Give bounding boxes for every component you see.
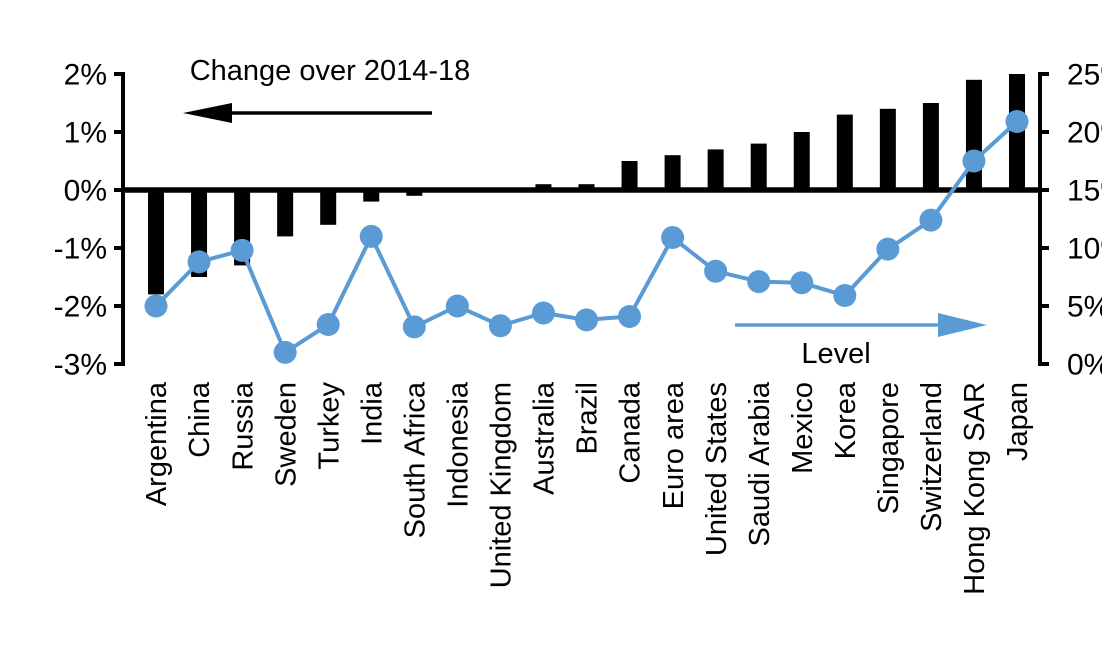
level-marker-china: [187, 250, 211, 274]
bar-united-states: [707, 149, 724, 190]
category-label-south-africa: South Africa: [399, 381, 431, 538]
level-marker-indonesia: [445, 294, 469, 318]
category-label-brazil: Brazil: [572, 382, 604, 455]
level-series-label: Level: [801, 338, 870, 370]
category-label-switzerland: Switzerland: [916, 382, 948, 532]
category-label-russia: Russia: [227, 381, 259, 471]
category-label-sweden: Sweden: [270, 382, 302, 487]
left-axis-tick-label: -2%: [54, 291, 107, 324]
right-axis-tick-label: 10%: [1067, 233, 1102, 266]
combo-chart-figure: 2% 1% 0% -1% -2% -3% 25% 20% 15% 10% 5% 0% Argentina…: [40, 16, 1102, 635]
level-marker-argentina: [144, 294, 168, 318]
category-label-japan: Japan: [1002, 382, 1034, 461]
level-marker-brazil: [575, 308, 598, 332]
category-label-canada: Canada: [615, 381, 647, 483]
right-arrow-icon: [938, 313, 987, 337]
right-axis-tick-label: 15%: [1067, 175, 1102, 208]
level-marker-turkey: [316, 313, 340, 337]
level-annotation: Level: [735, 313, 987, 370]
bar-singapore: [879, 108, 896, 190]
level-marker-japan: [1005, 110, 1029, 134]
right-axis: 25% 20% 15% 10% 5% 0%: [1038, 59, 1102, 382]
category-label-united-kingdom: United Kingdom: [486, 382, 518, 588]
bar-turkey: [320, 190, 337, 225]
level-marker-switzerland: [919, 208, 943, 232]
bar-saudi-arabia: [750, 143, 767, 190]
level-marker-saudi-arabia: [747, 270, 771, 294]
category-label-india: India: [356, 381, 388, 445]
left-axis-tick-label: 0%: [64, 175, 107, 208]
left-axis-tick-label: -1%: [54, 233, 107, 266]
bar-series: [148, 74, 1025, 295]
category-label-indonesia: Indonesia: [443, 381, 475, 508]
category-axis-labels: Argentina China Russia Sweden Turkey India Sou…: [141, 381, 1034, 595]
category-label-australia: Australia: [529, 381, 561, 495]
category-label-united-states: United States: [701, 382, 733, 556]
right-axis-tick-label: 25%: [1067, 59, 1102, 92]
level-marker-united-kingdom: [488, 314, 512, 338]
change-vs-level-chart: 2% 1% 0% -1% -2% -3% 25% 20% 15% 10% 5% 0% Argentina…: [54, 55, 1102, 595]
category-label-saudi-arabia: Saudi Arabia: [744, 381, 776, 546]
level-marker-hong-kong-sar: [962, 149, 986, 173]
level-marker-russia: [230, 238, 254, 262]
right-axis-tick-label: 20%: [1067, 117, 1102, 150]
bar-india: [363, 190, 380, 202]
level-marker-south-africa: [402, 315, 426, 339]
bar-brazil: [578, 184, 595, 190]
bar-canada: [621, 161, 638, 190]
change-series-label: Change over 2014-18: [190, 55, 471, 87]
level-marker-australia: [531, 301, 555, 325]
bar-sweden: [277, 190, 294, 237]
left-axis: 2% 1% 0% -1% -2% -3%: [54, 59, 125, 382]
level-marker-india: [359, 224, 383, 248]
left-axis-tick-label: -3%: [54, 349, 107, 382]
right-axis-tick-label: 0%: [1067, 349, 1102, 382]
level-marker-euro-area: [661, 226, 685, 250]
bar-korea: [836, 114, 853, 190]
category-label-turkey: Turkey: [313, 382, 345, 470]
left-axis-tick-label: 1%: [64, 117, 107, 150]
left-axis-tick-label: 2%: [64, 59, 107, 92]
change-annotation: Change over 2014-18: [183, 55, 470, 123]
left-arrow-icon: [183, 103, 232, 123]
level-marker-korea: [833, 284, 857, 308]
bar-mexico: [793, 132, 810, 190]
category-label-korea: Korea: [830, 381, 862, 459]
bar-south-africa: [406, 190, 423, 196]
bar-switzerland: [922, 103, 939, 190]
category-label-hong-kong-sar: Hong Kong SAR: [959, 382, 991, 595]
category-label-argentina: Argentina: [141, 381, 173, 506]
level-marker-united-states: [704, 259, 728, 283]
level-line-series: [144, 110, 1029, 364]
level-marker-singapore: [876, 237, 900, 261]
category-label-euro-area: Euro area: [658, 381, 690, 509]
category-label-china: China: [184, 381, 216, 458]
category-label-mexico: Mexico: [787, 382, 819, 474]
level-marker-sweden: [273, 340, 297, 364]
bar-hong-kong-sar: [965, 79, 982, 190]
bar-argentina: [148, 190, 164, 295]
category-label-singapore: Singapore: [873, 382, 905, 514]
level-marker-mexico: [790, 271, 814, 295]
right-axis-tick-label: 5%: [1067, 291, 1102, 324]
bar-euro-area: [664, 155, 681, 190]
bar-australia: [535, 184, 552, 190]
level-marker-canada: [618, 304, 642, 328]
